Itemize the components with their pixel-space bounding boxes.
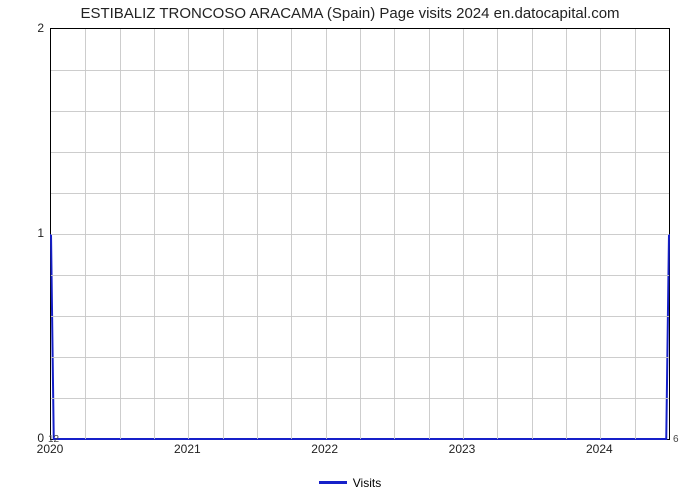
x-tick-label: 2022 xyxy=(311,442,338,456)
gridline-h-minor xyxy=(51,275,669,276)
legend: Visits xyxy=(0,475,700,490)
gridline-h-minor xyxy=(51,152,669,153)
y-tick-label: 1 xyxy=(24,226,44,240)
plot-area xyxy=(50,28,670,440)
chart-title: ESTIBALIZ TRONCOSO ARACAMA (Spain) Page … xyxy=(0,5,700,22)
gridline-h-minor xyxy=(51,357,669,358)
secondary-right-num: 6 xyxy=(673,434,679,445)
gridline-h-minor xyxy=(51,316,669,317)
legend-swatch xyxy=(319,481,347,484)
chart-container: ESTIBALIZ TRONCOSO ARACAMA (Spain) Page … xyxy=(0,0,700,500)
gridline-h-minor xyxy=(51,111,669,112)
x-tick-label: 2021 xyxy=(174,442,201,456)
gridline-h-minor xyxy=(51,193,669,194)
gridline-h xyxy=(51,234,669,235)
legend-label: Visits xyxy=(353,476,381,490)
secondary-left-num: 12 xyxy=(48,434,59,445)
x-tick-label: 2023 xyxy=(449,442,476,456)
gridline-h-minor xyxy=(51,398,669,399)
gridline-h-minor xyxy=(51,70,669,71)
x-tick-label: 2024 xyxy=(586,442,613,456)
y-tick-label: 2 xyxy=(24,21,44,35)
